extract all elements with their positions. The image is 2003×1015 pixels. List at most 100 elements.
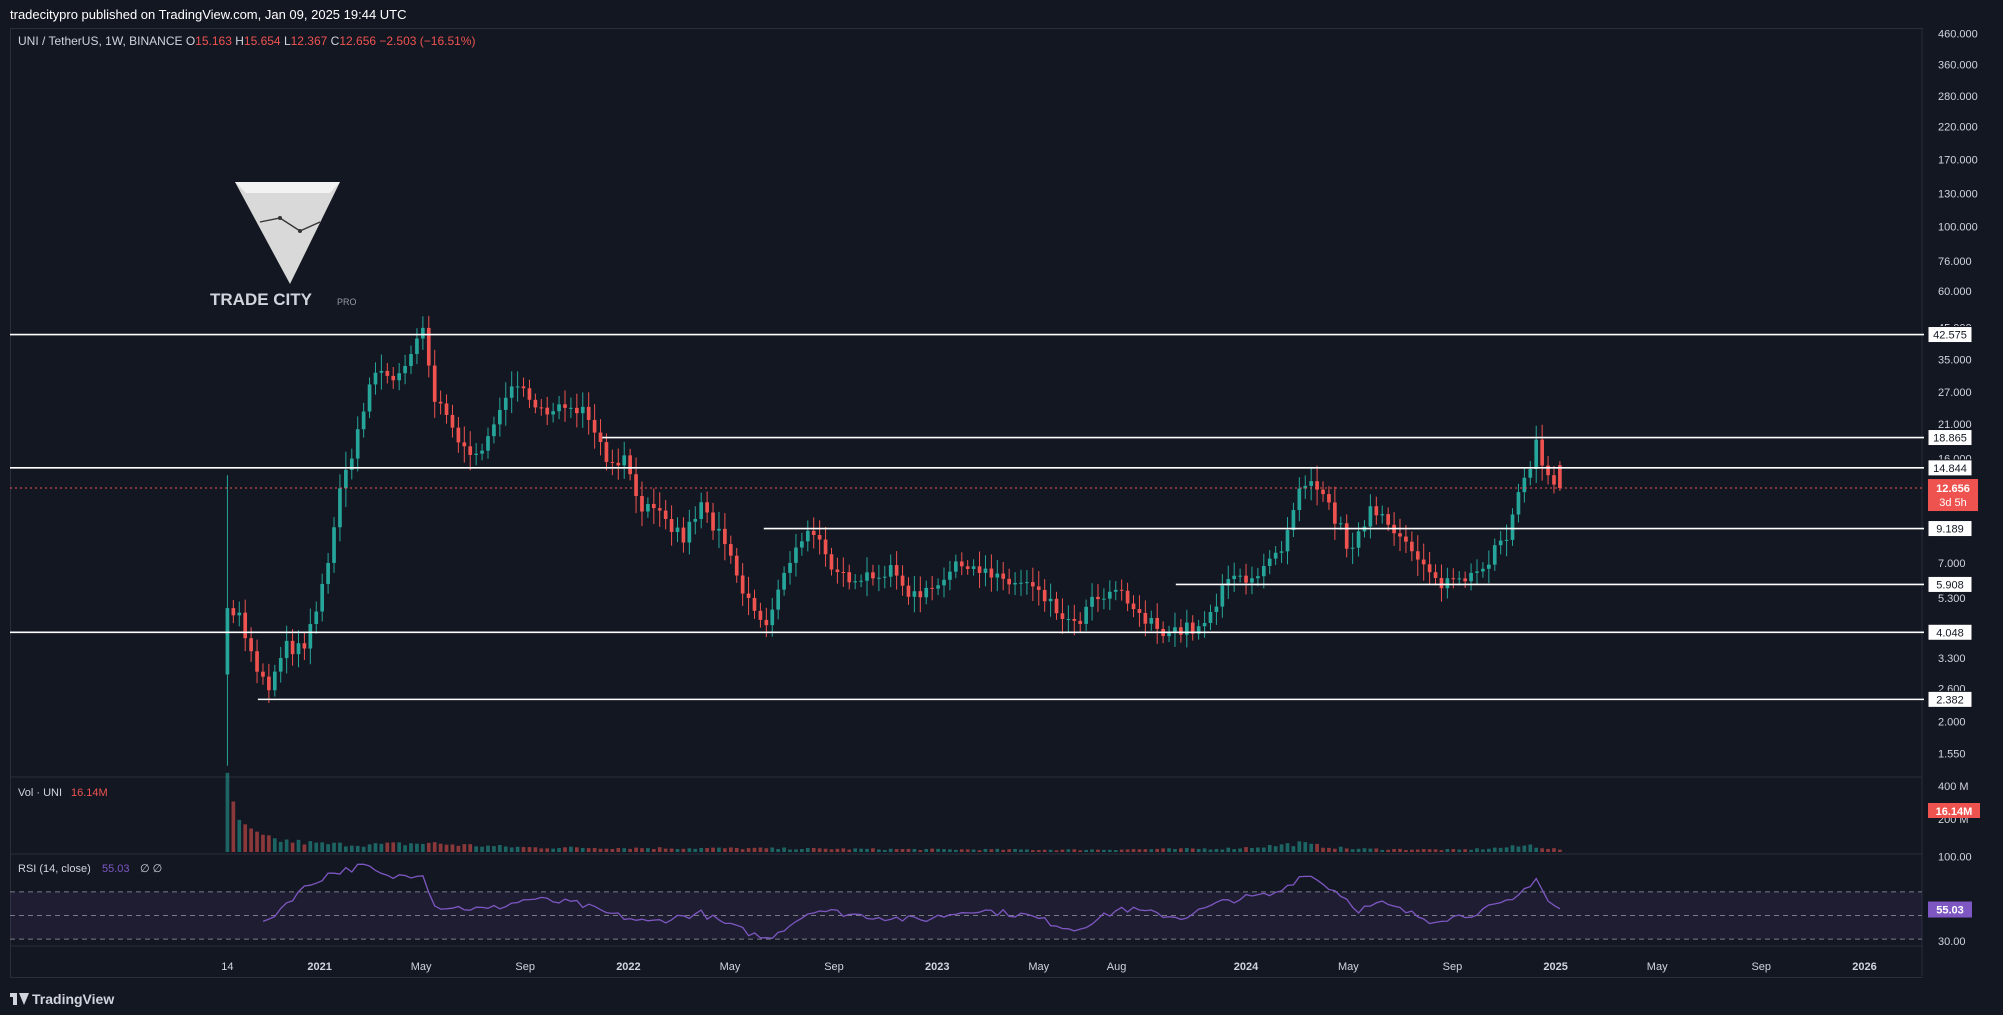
candle-body bbox=[728, 544, 733, 556]
volume-bar bbox=[829, 849, 834, 852]
candle bbox=[1149, 610, 1154, 631]
candle bbox=[1090, 583, 1094, 621]
volume-bar bbox=[794, 849, 798, 852]
candle bbox=[989, 554, 994, 592]
volume-bar bbox=[1534, 847, 1539, 852]
tradingview-logo[interactable]: TradingView bbox=[10, 991, 114, 1007]
price-tick-label: 7.000 bbox=[1938, 558, 1966, 570]
candle bbox=[403, 354, 407, 385]
volume-bar bbox=[231, 801, 236, 852]
candle-body bbox=[308, 624, 313, 649]
candle bbox=[1066, 605, 1071, 633]
candle-body bbox=[492, 424, 496, 437]
volume-bar bbox=[1143, 849, 1148, 852]
candle bbox=[930, 576, 934, 601]
time-tick-label: 14 bbox=[221, 961, 233, 973]
candle bbox=[509, 371, 514, 414]
volume-bar bbox=[332, 842, 336, 852]
volume-bar bbox=[462, 844, 467, 852]
candle bbox=[616, 448, 621, 480]
candle-body bbox=[231, 608, 236, 616]
volume-bar bbox=[278, 841, 283, 852]
candle-body bbox=[486, 436, 490, 451]
candle bbox=[723, 512, 727, 561]
volume-bar bbox=[1309, 843, 1314, 852]
candle bbox=[918, 576, 923, 613]
volume-bar bbox=[723, 848, 727, 852]
candle-body bbox=[580, 406, 585, 414]
candle-body bbox=[1457, 578, 1462, 580]
publish-text: tradecitypro published on TradingView.co… bbox=[10, 7, 407, 22]
time-tick-label: Sep bbox=[824, 961, 844, 973]
candle bbox=[805, 520, 810, 552]
volume-bar bbox=[740, 849, 745, 852]
candle bbox=[977, 551, 982, 588]
price-tick-label: 460.000 bbox=[1938, 28, 1978, 40]
candle bbox=[545, 396, 550, 426]
volume-bar bbox=[930, 848, 934, 852]
candle bbox=[1030, 567, 1035, 601]
candle-body bbox=[989, 568, 994, 578]
volume-bar bbox=[1155, 848, 1160, 852]
publish-header: tradecitypro published on TradingView.co… bbox=[0, 0, 2003, 28]
time-tick-label: Aug bbox=[1107, 961, 1127, 973]
volume-bar bbox=[1196, 848, 1201, 852]
volume-bar bbox=[1149, 849, 1154, 852]
candle-body bbox=[782, 572, 786, 590]
candle bbox=[853, 574, 858, 590]
volume-bar bbox=[989, 849, 994, 852]
candle-body bbox=[758, 610, 763, 620]
candle bbox=[1415, 535, 1420, 576]
volume-bar bbox=[711, 847, 715, 852]
candle bbox=[711, 502, 715, 540]
candle-body bbox=[936, 585, 940, 589]
candle bbox=[971, 559, 976, 576]
candle bbox=[823, 526, 828, 567]
candles bbox=[225, 315, 1562, 766]
candle-body bbox=[1096, 596, 1100, 600]
candle bbox=[936, 578, 940, 596]
candle-body bbox=[391, 375, 396, 381]
candle-body bbox=[355, 429, 360, 459]
candle-body bbox=[551, 411, 555, 415]
candle bbox=[1190, 615, 1195, 641]
candle bbox=[1445, 567, 1450, 599]
volume-bar bbox=[272, 838, 277, 852]
candle-body bbox=[1107, 591, 1112, 599]
volume-bar bbox=[1522, 845, 1527, 852]
candle bbox=[663, 500, 668, 530]
candle bbox=[1498, 531, 1503, 555]
candle bbox=[1113, 581, 1118, 601]
volume-bar bbox=[1540, 848, 1544, 852]
volume-bar bbox=[1552, 848, 1556, 852]
volume-bar bbox=[1190, 848, 1195, 852]
candle bbox=[1155, 603, 1160, 644]
logo-chart-line bbox=[259, 217, 321, 232]
logo-suffix: PRO bbox=[337, 297, 357, 307]
candle-body bbox=[604, 442, 609, 462]
candle-body bbox=[1338, 523, 1343, 525]
candle-body bbox=[877, 577, 881, 579]
level-label-box bbox=[1927, 326, 1973, 344]
candle bbox=[746, 576, 751, 616]
candle bbox=[397, 363, 402, 391]
volume-value: 16.14M bbox=[71, 787, 108, 799]
volume-bar bbox=[1179, 848, 1183, 852]
volume-bar bbox=[847, 849, 852, 852]
volume-bar bbox=[1066, 849, 1071, 852]
volume-bar bbox=[563, 847, 567, 852]
candle bbox=[1007, 568, 1011, 595]
volume-bar bbox=[586, 848, 591, 852]
candle bbox=[1042, 579, 1047, 612]
candle bbox=[1368, 494, 1373, 539]
rsi-tick-label: 100.00 bbox=[1938, 851, 1972, 863]
volume-bar bbox=[1386, 849, 1390, 852]
logo-top-face bbox=[235, 182, 340, 193]
candle-body bbox=[1013, 582, 1017, 585]
candle-body bbox=[882, 576, 887, 578]
candle-body bbox=[1368, 506, 1373, 527]
candle-body bbox=[610, 461, 615, 463]
volume-bar bbox=[1344, 848, 1349, 852]
candle bbox=[367, 377, 372, 419]
